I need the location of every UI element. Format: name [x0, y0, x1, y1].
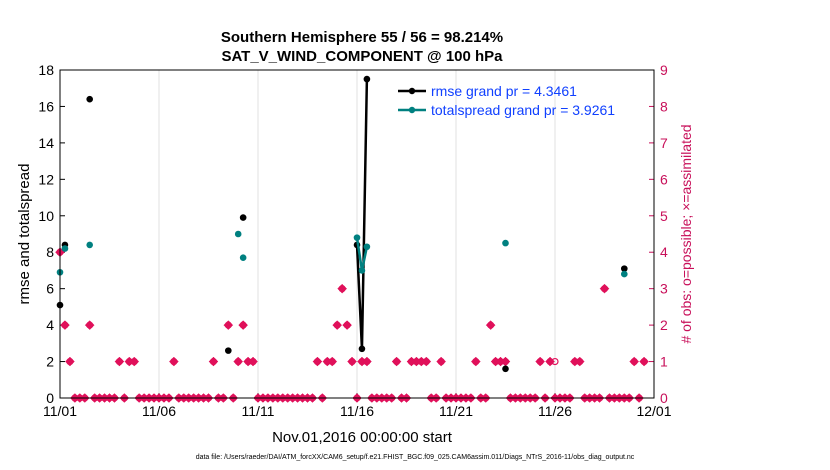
obs-assimilated-point [629, 356, 640, 367]
obs-assimilated-point [114, 356, 125, 367]
obs-assimilated-point [208, 356, 219, 367]
legend-totalspread-marker [408, 106, 416, 114]
obs-assimilated-point [312, 356, 323, 367]
obs-assimilated-point [436, 356, 447, 367]
obs-assimilated-point [545, 356, 555, 367]
obs-assimilated-point [639, 356, 649, 367]
obs-assimilated-point [391, 356, 402, 367]
chart-title-line1: Southern Hemisphere 55 / 56 = 98.214% [221, 29, 503, 46]
x-tick-label: 11/11 [242, 403, 275, 419]
legend-totalspread-label: totalspread grand pr = 3.9261 [431, 102, 615, 118]
x-tick-label: 11/21 [439, 403, 473, 419]
y-right-tick-label: 2 [660, 317, 668, 333]
rmse-point [239, 214, 247, 221]
obs-assimilated-point [470, 356, 481, 367]
y-right-tick-label: 9 [660, 62, 668, 78]
x-axis: 11/01 11/06 11/11 11/16 11/21 11/26 12/01 [43, 393, 672, 419]
y-axis-right: 0 1 2 3 4 5 6 7 8 9 [649, 62, 668, 406]
totalspread-point [86, 241, 93, 249]
x-axis-label: Nov.01,2016 00:00:00 start [272, 429, 453, 446]
rmse-line [355, 79, 369, 349]
legend-rmse-label: rmse grand pr = 4.3461 [431, 83, 577, 99]
rmse-point [363, 75, 371, 83]
x-tick-label: 11/06 [142, 403, 176, 419]
x-tick-label: 11/01 [43, 403, 77, 419]
obs-assimilated-point [65, 356, 75, 367]
obs-assimilated-point [168, 356, 179, 367]
totalspread-point [61, 245, 69, 252]
y-left-tick-label: 10 [38, 208, 54, 224]
legend-rmse-marker [408, 87, 416, 95]
y-right-tick-label: 8 [660, 98, 668, 114]
totalspread-point [502, 239, 509, 247]
x-tick-label: 11/16 [340, 403, 374, 419]
obs-assimilated-point [129, 356, 140, 367]
y-left-tick-label: 8 [46, 244, 54, 260]
y-left-tick-label: 16 [38, 98, 54, 114]
obs-assimilated-point [500, 356, 511, 367]
obs-assimilated-point [337, 283, 348, 294]
totalspread-point [358, 267, 366, 274]
y-right-tick-label: 0 [660, 390, 668, 406]
totalspread-point [239, 254, 247, 261]
y-left-tick-label: 14 [38, 135, 54, 151]
y-axis-left-label: rmse and totalspread [16, 164, 33, 305]
x-tick-label: 12/01 [636, 403, 671, 419]
y-right-tick-label: 5 [660, 208, 668, 224]
obs-assimilated-point [535, 356, 546, 367]
data-series [56, 75, 628, 373]
obs-assimilated-point [223, 320, 234, 330]
y-right-tick-label: 7 [660, 135, 668, 151]
y-right-tick-label: 1 [660, 354, 668, 370]
obs-assimilated-point [238, 320, 249, 330]
y-left-tick-label: 4 [46, 317, 54, 333]
obs-assimilated-point [421, 356, 432, 367]
chart-title-line2: SAT_V_WIND_COMPONENT @ 100 hPa [221, 48, 503, 65]
obs-assimilated-point [233, 356, 244, 367]
obs-assimilated-point [574, 356, 585, 367]
obs-assimilated-point [342, 320, 352, 330]
grid-lines [158, 70, 556, 398]
obs-assimilated-point [60, 320, 70, 330]
obs-assimilated-point [327, 356, 338, 367]
rmse-point [502, 365, 509, 373]
totalspread-point [621, 270, 628, 278]
y-left-tick-label: 0 [46, 390, 54, 406]
totalspread-point [353, 234, 361, 241]
y-axis-right-label: # of obs: o=possible; ×=assimilated [678, 124, 694, 343]
obs-assimilated-point [84, 320, 95, 330]
obs-assimilated-point [347, 356, 357, 367]
x-tick-label: 11/26 [538, 403, 572, 419]
plot-area-frame [59, 69, 655, 399]
y-left-tick-label: 2 [46, 354, 54, 370]
rmse-point [86, 95, 93, 103]
obs-assimilated-point [599, 283, 610, 294]
y-right-tick-label: 3 [660, 281, 668, 297]
rmse-point [358, 345, 366, 353]
rmse-point [621, 265, 628, 272]
obs-assimilated-point [248, 356, 258, 367]
legend: rmse grand pr = 4.3461 totalspread grand… [398, 83, 615, 118]
data-file-footnote: data file: /Users/raeder/DAI/ATM_forcXX/… [196, 454, 635, 461]
obs-assimilated-point [332, 320, 343, 330]
y-right-tick-label: 6 [660, 171, 668, 187]
y-left-tick-label: 12 [38, 171, 54, 187]
y-axis-left: 0 2 4 6 8 10 12 14 16 18 [38, 62, 65, 406]
y-left-tick-label: 18 [38, 62, 54, 78]
totalspread-point [234, 230, 242, 238]
obs-count-markers [55, 247, 649, 403]
y-right-tick-label: 4 [660, 244, 668, 260]
obs-assimilated-point [485, 320, 496, 330]
obs-assimilated-point [362, 356, 372, 367]
y-left-tick-label: 6 [46, 281, 54, 297]
totalspread-point [363, 243, 371, 251]
rmse-point [225, 347, 232, 354]
